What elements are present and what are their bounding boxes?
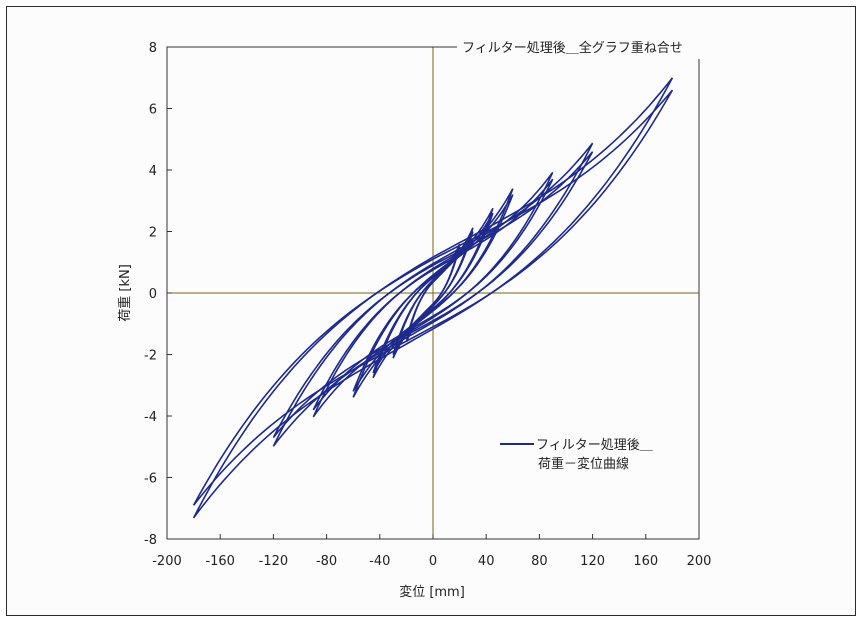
x-tick-label: -200 <box>152 554 182 569</box>
y-tick-label: -8 <box>144 533 157 548</box>
legend: フィルター処理後＿ 荷重－変位曲線 <box>500 438 653 472</box>
y-tick-label: 2 <box>149 226 157 241</box>
x-tick-label: 160 <box>633 554 658 569</box>
chart-svg: -200 -160 -120 -80 -40 0 40 80 120 160 200 86420-2… <box>117 37 757 600</box>
y-tick-label: -4 <box>144 410 157 425</box>
legend-label-line-1: フィルター処理後＿ <box>536 438 653 453</box>
y-tick-label: 8 <box>149 41 157 56</box>
zero-lines <box>167 47 699 539</box>
x-tick-label: 40 <box>478 554 495 569</box>
chart-title: フィルター処理後＿全グラフ重ね合せ <box>462 40 683 56</box>
y-tick-label: -6 <box>144 472 157 487</box>
x-tick-label: 0 <box>429 554 437 569</box>
x-tick-label: 120 <box>580 554 605 569</box>
x-tick-label: -160 <box>205 554 235 569</box>
x-tick-label: -40 <box>369 554 390 569</box>
legend-label-line-2: 荷重－変位曲線 <box>538 456 629 472</box>
chart-frame: -200 -160 -120 -80 -40 0 40 80 120 160 200 8 6 4 2 0 -2… <box>6 6 856 616</box>
y-tick-label: 0 <box>149 287 157 302</box>
x-tick-label: 80 <box>531 554 548 569</box>
x-axis-title: 変位 [mm] <box>399 584 465 600</box>
y-axis-title: 荷重 [kN] <box>117 264 133 322</box>
y-tick-label: 6 <box>149 103 157 118</box>
y-tick-label: 4 <box>149 164 157 179</box>
hysteresis-loop <box>192 77 674 519</box>
x-tick-label: 200 <box>687 554 712 569</box>
y-tick-label: -2 <box>144 349 157 364</box>
series-layer <box>192 77 674 519</box>
hysteresis-loop <box>272 142 594 447</box>
title-background <box>457 37 757 59</box>
x-tick-label: -80 <box>316 554 337 569</box>
x-axis-ticks: -200 -160 -120 -80 -40 0 40 80 120 160 200 <box>152 534 711 569</box>
x-tick-label: -120 <box>259 554 289 569</box>
y-axis-ticks: 8 6 4 2 0 -2 -4 -6 -8 <box>144 41 172 548</box>
